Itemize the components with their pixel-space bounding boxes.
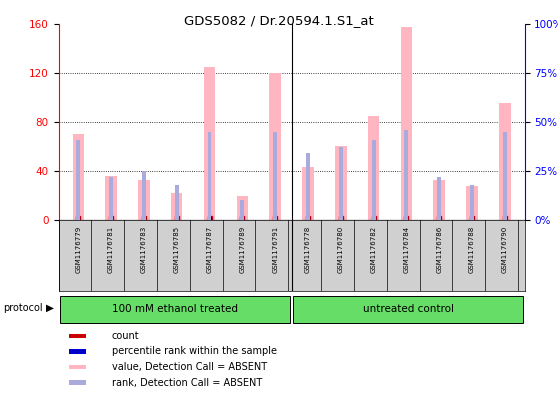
Text: protocol: protocol <box>3 303 42 313</box>
Bar <box>60 296 290 323</box>
Bar <box>237 195 248 220</box>
Text: GSM1176782: GSM1176782 <box>371 226 377 273</box>
Bar <box>293 296 523 323</box>
Bar <box>208 132 211 220</box>
Text: GSM1176791: GSM1176791 <box>272 226 278 273</box>
Bar <box>335 146 347 220</box>
Bar <box>437 177 441 220</box>
Bar <box>69 380 86 385</box>
Text: GSM1176789: GSM1176789 <box>239 226 246 273</box>
Bar <box>73 134 84 220</box>
Bar <box>175 185 179 220</box>
Bar <box>401 27 412 220</box>
Bar <box>69 334 86 338</box>
Text: GSM1176786: GSM1176786 <box>436 226 442 273</box>
Bar <box>142 171 146 220</box>
Bar <box>69 349 86 354</box>
Bar <box>138 180 150 220</box>
Bar <box>270 73 281 220</box>
Text: 100 mM ethanol treated: 100 mM ethanol treated <box>112 304 238 314</box>
Bar <box>302 167 314 220</box>
Bar <box>470 185 474 220</box>
Text: GSM1176783: GSM1176783 <box>141 226 147 273</box>
Bar <box>109 177 113 220</box>
Bar <box>466 186 478 220</box>
Text: untreated control: untreated control <box>363 304 454 314</box>
Text: value, Detection Call = ABSENT: value, Detection Call = ABSENT <box>112 362 267 372</box>
Text: count: count <box>112 331 140 341</box>
Bar <box>434 180 445 220</box>
Bar <box>405 130 408 220</box>
Bar <box>372 140 376 220</box>
Text: percentile rank within the sample: percentile rank within the sample <box>112 347 277 356</box>
Text: GSM1176790: GSM1176790 <box>502 226 508 273</box>
Text: GSM1176784: GSM1176784 <box>403 226 410 273</box>
Bar <box>339 147 343 220</box>
Bar <box>499 103 511 220</box>
Bar <box>240 200 244 220</box>
Bar <box>503 132 507 220</box>
Text: ▶: ▶ <box>46 303 54 313</box>
Text: GSM1176787: GSM1176787 <box>206 226 213 273</box>
Bar <box>306 153 310 220</box>
Bar <box>76 140 80 220</box>
Bar <box>204 66 215 220</box>
Text: GSM1176779: GSM1176779 <box>75 226 81 273</box>
Text: GSM1176781: GSM1176781 <box>108 226 114 273</box>
Bar <box>69 365 86 369</box>
Text: GSM1176778: GSM1176778 <box>305 226 311 273</box>
Text: rank, Detection Call = ABSENT: rank, Detection Call = ABSENT <box>112 378 262 387</box>
Text: GSM1176788: GSM1176788 <box>469 226 475 273</box>
Bar <box>273 132 277 220</box>
Bar <box>368 116 379 220</box>
Bar <box>105 176 117 220</box>
Text: GSM1176780: GSM1176780 <box>338 226 344 273</box>
Text: GSM1176785: GSM1176785 <box>174 226 180 273</box>
Bar <box>171 193 182 220</box>
Text: GDS5082 / Dr.20594.1.S1_at: GDS5082 / Dr.20594.1.S1_at <box>184 14 374 27</box>
